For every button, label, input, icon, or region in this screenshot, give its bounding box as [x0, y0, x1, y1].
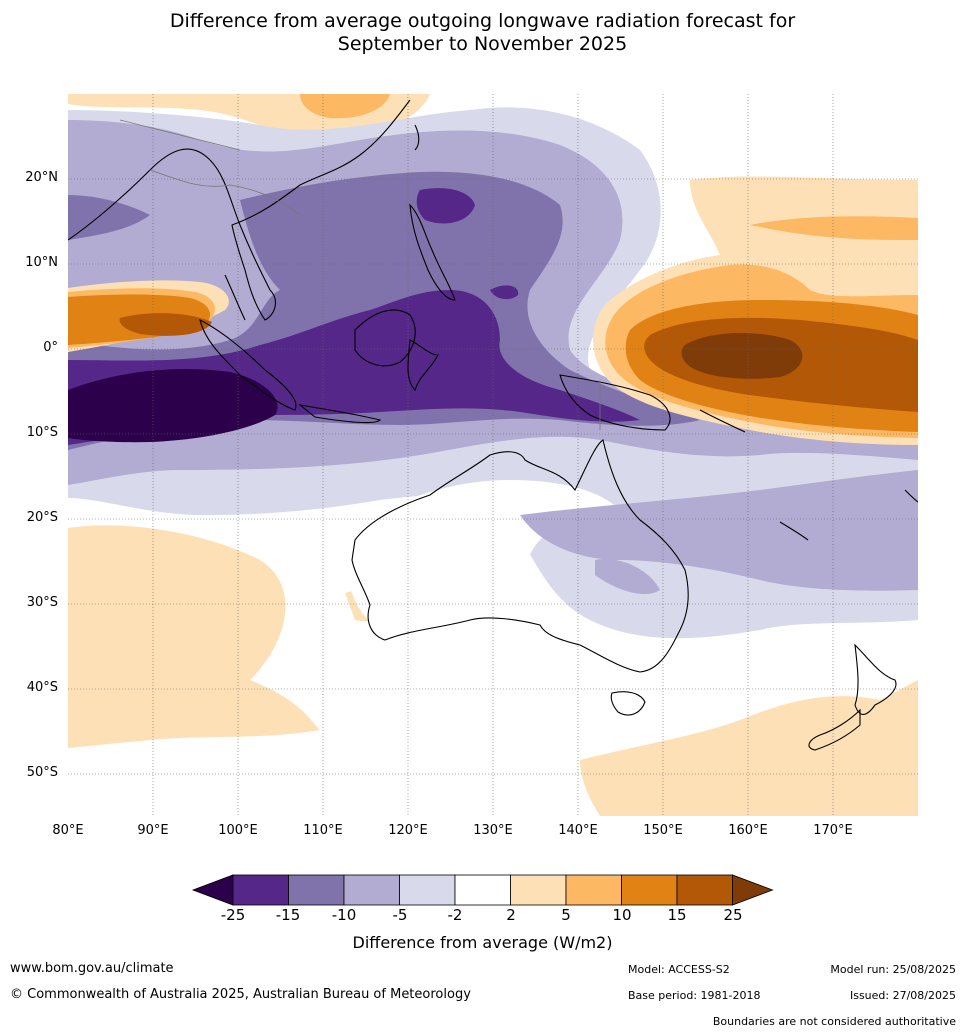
anomaly-region-pacific-moderate-negative [520, 470, 918, 591]
lat-tick-label: 50°S [26, 765, 58, 780]
coast-new-zealand-south [808, 708, 861, 751]
colorbar-swatch [676, 874, 733, 906]
coast-solomon-islands [699, 409, 746, 433]
colorbar-tick-label: 25 [723, 906, 743, 924]
base-period: Base period: 1981-2018 [628, 989, 761, 1002]
coast-new-caledonia [779, 521, 809, 541]
coast-australia [351, 439, 689, 673]
lon-tick-label: 120°E [388, 823, 428, 838]
coast-new-guinea [559, 374, 671, 431]
lat-tick-label: 40°S [26, 680, 58, 695]
colorbar [191, 874, 774, 906]
lat-tick-label: 20°N [25, 170, 58, 185]
issued-date: Issued: 27/08/2025 [849, 989, 956, 1002]
anomaly-region-north-china-strong [300, 94, 390, 119]
lat-tick-label: 0° [43, 340, 58, 355]
chart-title: Difference from average outgoing longwav… [0, 10, 965, 56]
anomaly-region-sw-indian [68, 525, 320, 748]
lat-tick-label: 30°S [26, 595, 58, 610]
colorbar-title: Difference from average (W/m2) [352, 933, 613, 952]
coast-philippines [409, 203, 456, 301]
colorbar-tick-label: 10 [612, 906, 632, 924]
colorbar-tick-label: 2 [506, 906, 516, 924]
lat-tick-label: 10°S [26, 425, 58, 440]
lat-tick-label: 10°N [25, 255, 58, 270]
coast-new-zealand-north [854, 643, 897, 715]
coast-fiji [904, 489, 918, 503]
colorbar-swatch [565, 874, 622, 906]
lon-tick-label: 130°E [473, 823, 513, 838]
anomaly-field [68, 94, 918, 816]
anomaly-region-pacific-extreme-positive [681, 333, 803, 379]
coast-sumatra [199, 318, 297, 411]
colorbar-tick-label: 5 [561, 906, 571, 924]
colorbar-swatch [454, 874, 511, 906]
colorbar-swatch [510, 874, 567, 906]
lon-tick-label: 90°E [137, 823, 169, 838]
lon-tick-label: 170°E [813, 823, 853, 838]
model-run-date: Model run: 25/08/2025 [830, 963, 956, 976]
lon-tick-label: 110°E [303, 823, 343, 838]
title-line-1: Difference from average outgoing longwav… [169, 10, 796, 32]
anomaly-region-bay-of-bengal-very-strong [119, 313, 212, 336]
model-name: Model: ACCESS-S2 [628, 963, 730, 976]
title-line-2: September to November 2025 [337, 33, 628, 55]
colorbar-swatch [288, 874, 345, 906]
boundary-china-south [119, 119, 241, 151]
colorbar-extend-high [732, 874, 774, 906]
coast-tasmania [610, 691, 646, 716]
lon-tick-label: 150°E [643, 823, 683, 838]
coast-sulawesi [407, 339, 439, 392]
copyright-text: © Commonwealth of Australia 2025, Austra… [10, 987, 471, 1002]
colorbar-tick-label: -2 [447, 906, 463, 924]
colorbar-tick-label: -5 [392, 906, 408, 924]
colorbar-swatch [399, 874, 456, 906]
coast-borneo [354, 309, 416, 367]
country-boundaries [119, 119, 601, 430]
anomaly-region-coral-sea [595, 559, 660, 595]
coast-asia-mainland [68, 99, 411, 321]
colorbar-extend-low [191, 874, 234, 906]
colorbar-swatch [343, 874, 400, 906]
bom-url-link[interactable]: www.bom.gov.au/climate [10, 961, 174, 976]
lat-tick-label: 20°S [26, 510, 58, 525]
boundaries-disclaimer: Boundaries are not considered authoritat… [712, 1015, 956, 1028]
lon-tick-label: 80°E [52, 823, 84, 838]
lon-tick-label: 100°E [218, 823, 258, 838]
anomaly-region-philippine-sea-negative [490, 285, 519, 300]
colorbar-tick-label: -25 [220, 906, 246, 924]
colorbar-tick-label: -10 [331, 906, 357, 924]
lon-tick-label: 140°E [558, 823, 598, 838]
anomaly-region-southern-ocean [580, 680, 918, 816]
coast-taiwan [414, 124, 420, 151]
anomaly-region-philippines-negative [416, 188, 475, 224]
colorbar-tick-label: 15 [667, 906, 687, 924]
coast-java [298, 404, 382, 424]
coast-malay-peninsula [224, 274, 246, 321]
coastlines [68, 99, 918, 751]
lon-tick-label: 160°E [728, 823, 768, 838]
boundary-indochina [149, 169, 301, 216]
colorbar-swatch [621, 874, 678, 906]
anomaly-region-extreme-negative [68, 369, 278, 443]
map-grid [68, 94, 918, 816]
colorbar-swatch [232, 874, 289, 906]
colorbar-tick-label: -15 [275, 906, 301, 924]
